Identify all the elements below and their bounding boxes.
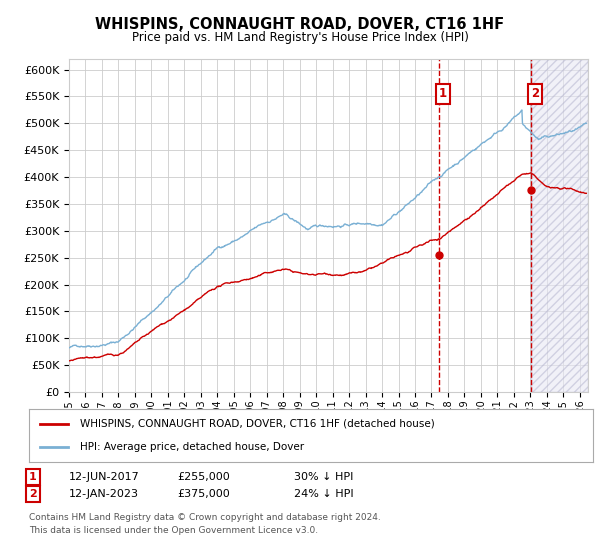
Text: 2: 2 — [29, 489, 37, 499]
Text: 30% ↓ HPI: 30% ↓ HPI — [294, 472, 353, 482]
Text: This data is licensed under the Open Government Licence v3.0.: This data is licensed under the Open Gov… — [29, 526, 318, 535]
Text: 1: 1 — [29, 472, 37, 482]
Bar — [531, 59, 588, 392]
Text: 12-JAN-2023: 12-JAN-2023 — [69, 489, 139, 499]
Text: Price paid vs. HM Land Registry's House Price Index (HPI): Price paid vs. HM Land Registry's House … — [131, 31, 469, 44]
Text: WHISPINS, CONNAUGHT ROAD, DOVER, CT16 1HF (detached house): WHISPINS, CONNAUGHT ROAD, DOVER, CT16 1H… — [80, 419, 434, 429]
Bar — [531, 59, 588, 392]
Text: £255,000: £255,000 — [177, 472, 230, 482]
Text: WHISPINS, CONNAUGHT ROAD, DOVER, CT16 1HF: WHISPINS, CONNAUGHT ROAD, DOVER, CT16 1H… — [95, 17, 505, 32]
Text: Contains HM Land Registry data © Crown copyright and database right 2024.: Contains HM Land Registry data © Crown c… — [29, 513, 380, 522]
Text: HPI: Average price, detached house, Dover: HPI: Average price, detached house, Dove… — [80, 442, 304, 452]
Text: 1: 1 — [439, 87, 447, 100]
Text: 12-JUN-2017: 12-JUN-2017 — [69, 472, 140, 482]
Text: 24% ↓ HPI: 24% ↓ HPI — [294, 489, 353, 499]
Text: £375,000: £375,000 — [177, 489, 230, 499]
Text: 2: 2 — [531, 87, 539, 100]
